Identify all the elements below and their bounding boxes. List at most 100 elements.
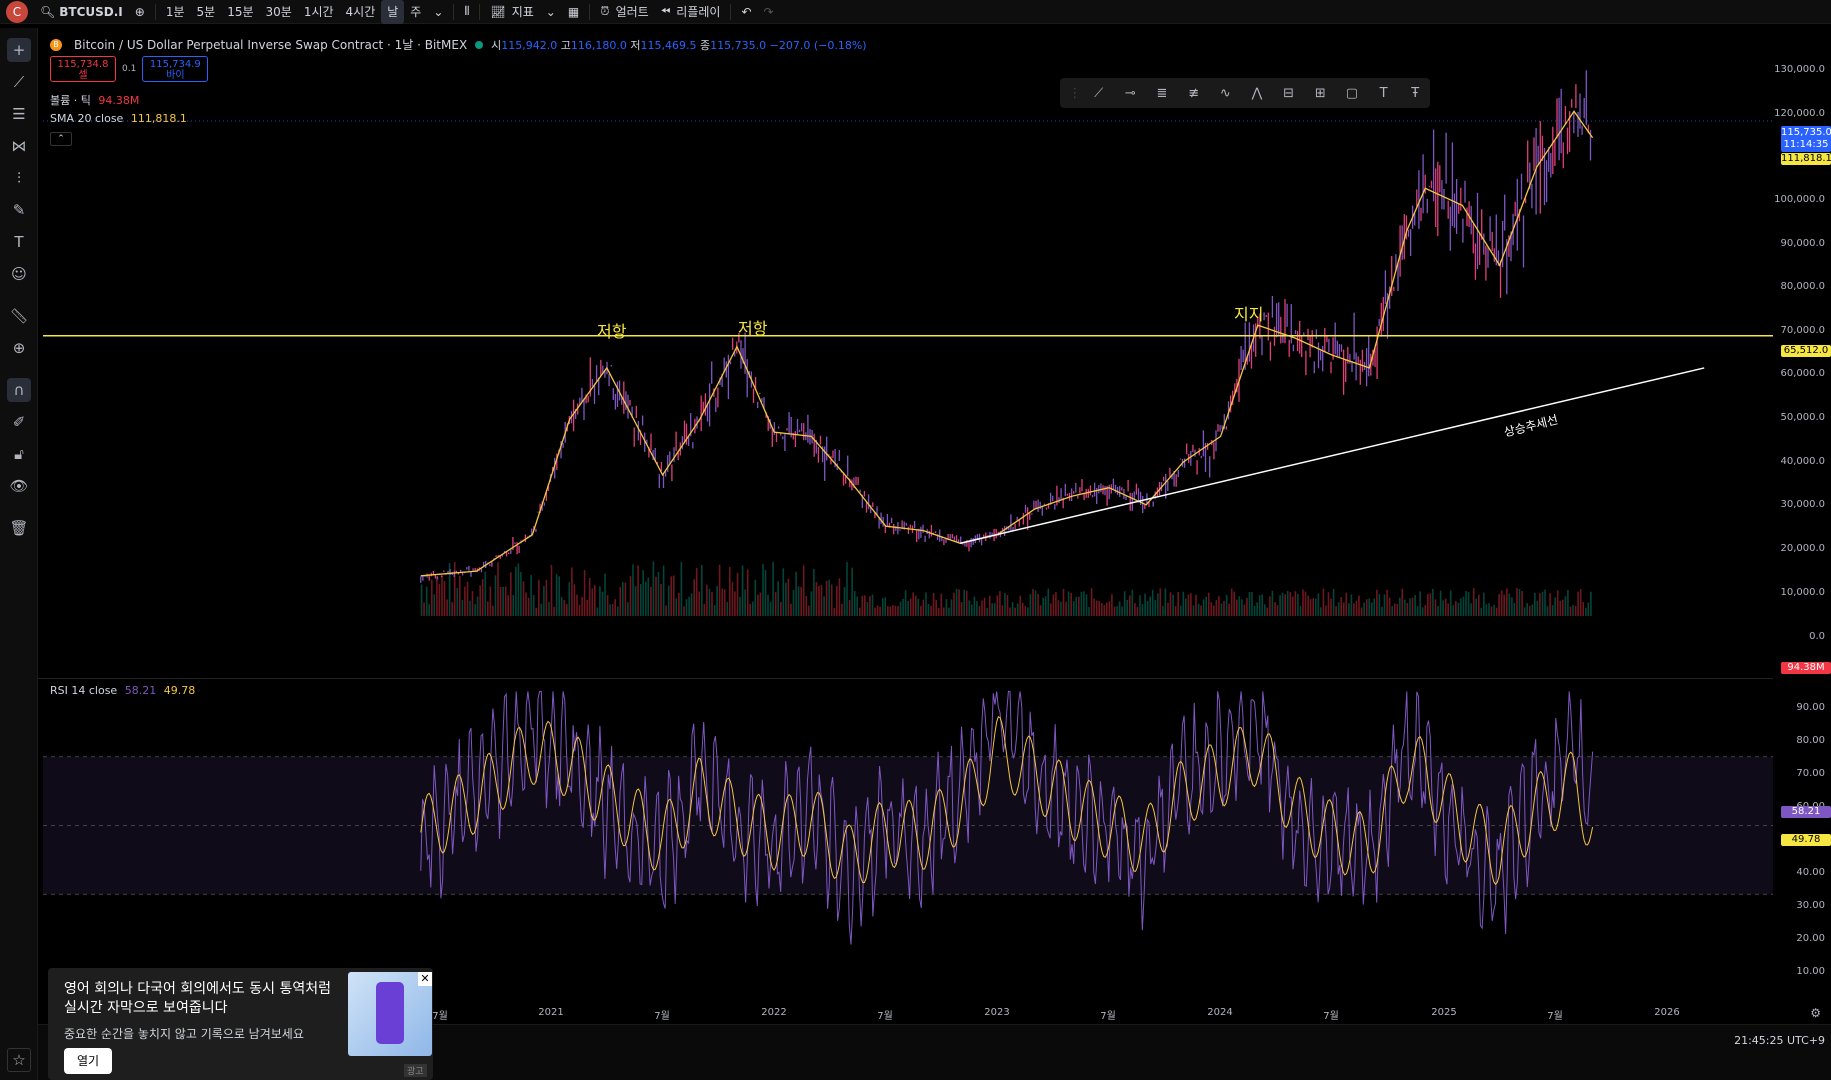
magnet-icon[interactable]: ∩	[7, 378, 31, 402]
sell-price: 115,734.8	[57, 59, 109, 70]
volume-bar	[1281, 592, 1284, 616]
volume-value: 94.38M	[98, 94, 140, 107]
interval-1h[interactable]: 1시간	[303, 5, 334, 19]
ruler-icon[interactable]: 📏︎	[9, 307, 29, 325]
short-position-icon[interactable]: ⊞	[1314, 85, 1326, 101]
indicators-button[interactable]: 📈︎ 지표	[484, 0, 539, 24]
volume-bar	[1185, 598, 1187, 616]
layout-icon[interactable]: ▦	[567, 4, 580, 19]
trend-line-icon[interactable]: ⟋	[13, 73, 25, 91]
anchored-text-icon[interactable]: Ŧ	[1411, 85, 1420, 101]
undo-icon[interactable]: ↶	[741, 4, 752, 19]
interval-day[interactable]: 날	[381, 0, 405, 24]
volume-bar	[729, 567, 731, 616]
clock[interactable]: 21:45:25 UTC+9	[1734, 1034, 1825, 1047]
volume-bar	[950, 599, 953, 616]
rsi-tick: 30.00	[1796, 900, 1825, 911]
star-icon[interactable]: ☆	[7, 1048, 31, 1072]
high-value: 116,180.0	[570, 38, 627, 52]
text-icon[interactable]: T	[1379, 85, 1388, 101]
interval-5m[interactable]: 5분	[196, 5, 216, 19]
volume-bar	[1027, 607, 1029, 616]
volume-bar	[1055, 592, 1057, 616]
drag-handle-icon[interactable]: ⋮	[1068, 85, 1082, 101]
emoji-icon[interactable]: ☺	[11, 265, 27, 283]
avatar[interactable]: C	[6, 0, 28, 23]
volume-bar	[469, 600, 471, 616]
add-symbol-icon[interactable]: ⊕	[134, 4, 145, 19]
volume-bar	[453, 562, 456, 616]
volume-bar	[1113, 606, 1116, 616]
settings-icon[interactable]: ⚙	[1810, 1006, 1821, 1020]
favorites-drawing-toolbar: ⋮ ⟋ ⊸ ≣ ≢ ∿ ⋀ ⊟ ⊞ ▢ T Ŧ	[1060, 78, 1430, 108]
price-axis[interactable]: 130,000.0 120,000.0 100,000.0 90,000.0 8…	[1773, 28, 1831, 1028]
volume-bar	[716, 586, 718, 616]
volume-bar	[1480, 607, 1483, 616]
volume-bar	[1585, 607, 1587, 616]
interval-15m[interactable]: 15분	[227, 5, 254, 19]
symbol-search[interactable]: 🔍︎ BTCUSD.I	[34, 0, 129, 24]
price-tick: 10,000.0	[1780, 587, 1825, 598]
candles-icon[interactable]: ⫴	[464, 4, 470, 18]
interval-30m[interactable]: 30분	[265, 5, 292, 19]
volume-bar	[1276, 605, 1279, 616]
replay-button[interactable]: ⏪︎ 리플레이	[655, 0, 727, 24]
volume-bar	[848, 600, 851, 616]
pencil-lock-icon[interactable]: ✐	[12, 413, 26, 431]
redo-icon[interactable]: ↷	[763, 4, 774, 19]
volume-bar	[884, 597, 886, 616]
eye-icon[interactable]: 👁︎	[9, 477, 29, 495]
price-tick: 120,000.0	[1774, 108, 1825, 119]
interval-4h[interactable]: 4시간	[345, 5, 376, 19]
horizontal-lines-icon[interactable]: ☰	[12, 105, 26, 123]
volume-bar	[1320, 607, 1322, 616]
buy-label: 바이	[166, 70, 185, 81]
rectangle-icon[interactable]: ▢	[1345, 85, 1359, 101]
lock-icon[interactable]: 🔓︎	[14, 445, 24, 463]
volume-bar	[1251, 592, 1253, 616]
trash-icon[interactable]: 🗑︎	[9, 519, 29, 537]
volume-bar	[423, 602, 425, 616]
crosshair-icon[interactable]: +	[7, 38, 31, 62]
volume-bar	[1182, 591, 1185, 616]
parallel-channel-icon[interactable]: ≣	[1156, 85, 1168, 101]
zoom-icon[interactable]: ⊕	[12, 339, 26, 357]
collapse-legend-icon[interactable]: ⌃	[50, 132, 72, 146]
long-position-icon[interactable]: ⊟	[1283, 85, 1295, 101]
volume-bar	[436, 576, 438, 616]
volume-bar	[1478, 594, 1480, 616]
volume-bar	[594, 585, 596, 616]
brush-icon[interactable]: ✎	[12, 201, 26, 219]
forecast-icon[interactable]: ⫶	[17, 169, 21, 187]
price-chart[interactable]	[43, 30, 1773, 1030]
volume-bar	[1230, 588, 1233, 616]
chevron-down-icon[interactable]: ⌄	[545, 4, 556, 19]
ad-open-button[interactable]: 열기	[64, 1048, 112, 1074]
pattern-xabcd-icon[interactable]: ∿	[1219, 85, 1231, 101]
elliott-wave-icon[interactable]: ⋀	[1251, 85, 1263, 101]
horizontal-ray-icon[interactable]: ⊸	[1124, 85, 1136, 101]
close-label: 종	[700, 38, 711, 52]
text-icon[interactable]: T	[14, 233, 24, 251]
interval-1m[interactable]: 1분	[165, 5, 185, 19]
trend-line-icon[interactable]: ⟋	[1094, 85, 1104, 101]
volume-bar	[1572, 604, 1574, 616]
volume-bar	[996, 595, 999, 616]
volume-bar	[466, 581, 469, 616]
volume-bar	[752, 601, 754, 616]
ad-banner[interactable]: 영어 회의나 다국어 회의에서도 동시 통역처럼 실시간 자막으로 보여줍니다 …	[48, 968, 433, 1080]
sell-button[interactable]: 115,734.8 셀	[50, 56, 116, 82]
volume-bar	[927, 604, 930, 616]
volume-bar	[627, 602, 629, 616]
alert-button[interactable]: ⏰︎ 얼러트	[594, 0, 655, 24]
fib-icon[interactable]: ≢	[1188, 85, 1200, 101]
volume-bar	[1141, 604, 1144, 616]
buy-button[interactable]: 115,734.9 바이	[142, 56, 209, 82]
volume-bar	[1241, 599, 1243, 616]
pattern-icon[interactable]: ⋈	[11, 137, 27, 155]
volume-bar	[499, 587, 502, 616]
interval-week[interactable]: 주	[410, 5, 422, 19]
open-label: 시	[491, 38, 502, 52]
close-icon[interactable]: ✕	[418, 972, 432, 986]
chevron-down-icon[interactable]: ⌄	[433, 4, 444, 19]
